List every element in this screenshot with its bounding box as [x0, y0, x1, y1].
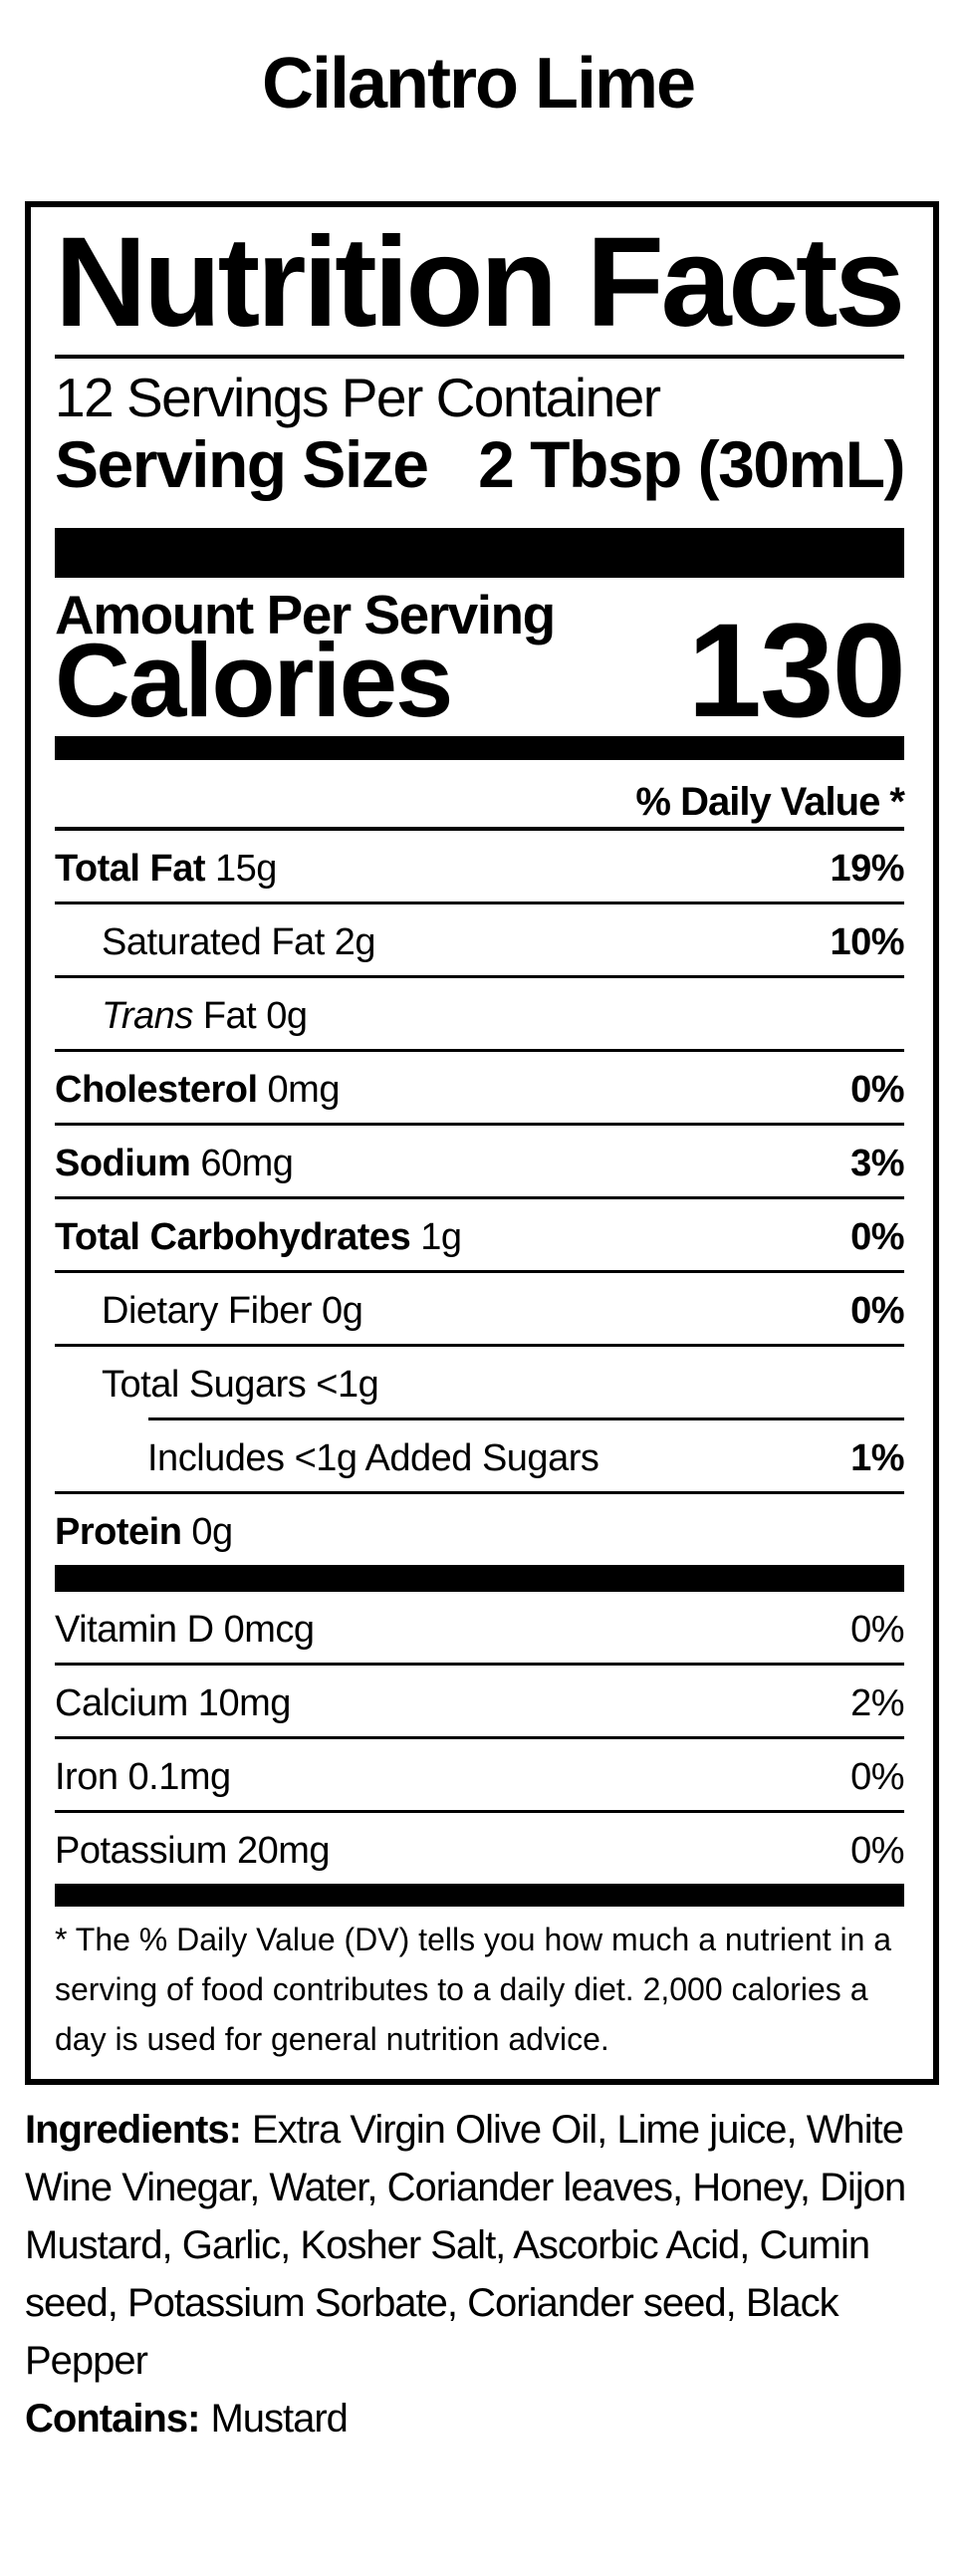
serving-size-row: Serving Size 2 Tbsp (30mL) [55, 427, 905, 501]
contains-label: Contains: [25, 2397, 200, 2441]
serving-size-label: Serving Size [55, 427, 429, 501]
calories-row: Calories 130 [55, 597, 906, 745]
row-label: Potassium 20mg [55, 1830, 331, 1872]
row-potassium: Potassium 20mg 0% [55, 1813, 904, 1884]
row-label: Protein 0g [55, 1511, 233, 1553]
added-sugars-divider [148, 1417, 904, 1420]
row-label: Dietary Fiber 0g [102, 1290, 363, 1332]
row-total-carbohydrates: Total Carbohydrates 1g 0% [55, 1199, 904, 1273]
row-percent: 0% [850, 1216, 904, 1258]
serving-size-value: 2 Tbsp (30mL) [478, 427, 905, 501]
row-label: Includes <1g Added Sugars [147, 1437, 599, 1479]
row-cholesterol: Cholesterol 0mg 0% [55, 1052, 904, 1126]
row-label: Saturated Fat 2g [102, 921, 376, 963]
footnote-separator-bar [55, 1884, 904, 1907]
row-label: Calcium 10mg [55, 1682, 291, 1724]
thick-separator-bar [55, 528, 904, 578]
row-trans-fat: Trans Fat 0g [55, 978, 904, 1052]
footnote-line: * The % Daily Value (DV) tells you how m… [55, 1922, 892, 1957]
footnote-line: serving of food contributes to a daily d… [55, 1971, 868, 2007]
calories-label: Calories [55, 623, 453, 739]
row-sodium: Sodium 60mg 3% [55, 1126, 904, 1199]
row-iron: Iron 0.1mg 0% [55, 1739, 904, 1813]
row-percent: 2% [850, 1682, 904, 1724]
nutrition-facts-title: Nutrition Facts [55, 211, 905, 354]
calories-value: 130 [687, 597, 906, 745]
ingredients-line: seed, Potassium Sorbate, Coriander seed,… [25, 2281, 839, 2325]
row-total-fat: Total Fat 15g 19% [55, 831, 904, 904]
row-percent: 1% [850, 1437, 904, 1479]
ingredients-section: Ingredients: Extra Virgin Olive Oil, Lime… [25, 2101, 931, 2447]
row-percent: 19% [830, 848, 904, 890]
row-label: Total Carbohydrates 1g [55, 1216, 462, 1258]
servings-per-container: 12 Servings Per Container [55, 367, 661, 428]
row-label: Total Sugars <1g [102, 1364, 379, 1406]
ingredients-line: Mustard, Garlic, Kosher Salt, Ascorbic A… [25, 2223, 870, 2267]
daily-value-footnote: * The % Daily Value (DV) tells you how m… [55, 1907, 904, 2064]
row-percent: 3% [850, 1143, 904, 1184]
row-label: Sodium 60mg [55, 1143, 294, 1184]
row-dietary-fiber: Dietary Fiber 0g 0% [55, 1273, 904, 1347]
contains-line: Contains: Mustard [25, 2390, 931, 2447]
row-protein: Protein 0g [55, 1494, 904, 1565]
ingredients-line: Ingredients: Extra Virgin Olive Oil, Lime… [25, 2108, 904, 2152]
row-percent: 10% [830, 921, 904, 963]
row-percent: 0% [850, 1756, 904, 1798]
row-percent: 0% [850, 1609, 904, 1651]
row-label: Iron 0.1mg [55, 1756, 231, 1798]
row-label: Cholesterol 0mg [55, 1069, 340, 1111]
row-label: Trans Fat 0g [102, 995, 308, 1037]
ingredients-label: Ingredients: [25, 2108, 242, 2152]
row-label: Vitamin D 0mcg [55, 1609, 315, 1651]
row-percent: 0% [850, 1830, 904, 1872]
row-vitamin-d: Vitamin D 0mcg 0% [55, 1592, 904, 1666]
row-calcium: Calcium 10mg 2% [55, 1666, 904, 1739]
calories-separator-bar [55, 736, 904, 760]
row-total-sugars: Total Sugars <1g [55, 1347, 904, 1417]
product-title: Cilantro Lime [261, 44, 696, 124]
row-percent: 0% [850, 1290, 904, 1332]
row-added-sugars: Includes <1g Added Sugars 1% [55, 1420, 904, 1494]
daily-value-divider [55, 827, 904, 831]
nutrition-facts-panel: Nutrition Facts 12 Servings Per Containe… [25, 201, 939, 2085]
row-saturated-fat: Saturated Fat 2g 10% [55, 904, 904, 978]
ingredients-line: Pepper [25, 2339, 148, 2383]
protein-separator-bar [55, 1565, 904, 1592]
title-divider [55, 355, 904, 359]
row-percent: 0% [850, 1069, 904, 1111]
ingredients-line: Wine Vinegar, Water, Coriander leaves, H… [25, 2166, 906, 2209]
daily-value-header: % Daily Value * [635, 780, 905, 824]
amount-per-serving-label: Amount Per Serving [55, 584, 556, 645]
row-label: Total Fat 15g [55, 848, 277, 890]
footnote-line: day is used for general nutrition advice… [55, 2021, 609, 2057]
contains-value: Mustard [210, 2397, 348, 2441]
